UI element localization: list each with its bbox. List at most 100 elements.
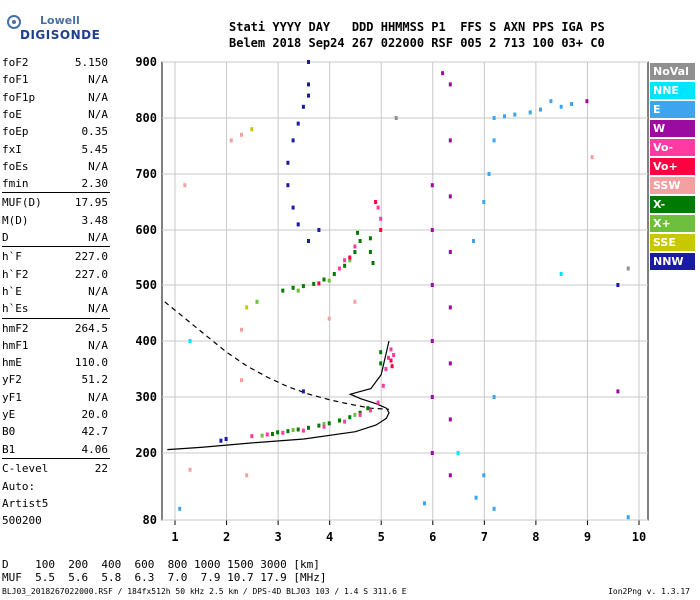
legend-item: W bbox=[650, 120, 695, 137]
param-value: N/A bbox=[88, 390, 108, 404]
echo-point bbox=[332, 272, 336, 276]
param-row: foEp 0.35 bbox=[2, 125, 108, 139]
echo-point bbox=[240, 327, 243, 332]
plot-frame bbox=[161, 61, 649, 521]
digisonde-logo: Lowell DIGISONDE bbox=[4, 8, 124, 48]
echo-point bbox=[430, 283, 434, 287]
legend: NoVal NNE E W Vo- Vo+ SSW X- X+ SSE NNW bbox=[650, 63, 695, 272]
echo-point bbox=[448, 194, 452, 199]
param-value: 42.7 bbox=[81, 425, 109, 439]
echo-point bbox=[430, 451, 434, 455]
echo-point bbox=[384, 367, 388, 371]
echo-point bbox=[307, 93, 310, 98]
x-tick-label: 3 bbox=[274, 530, 281, 544]
echo-point bbox=[374, 200, 378, 204]
echo-point bbox=[585, 99, 589, 104]
echo-point bbox=[338, 418, 341, 423]
legend-item: NNE bbox=[650, 82, 695, 99]
y-tick-label: 900 bbox=[135, 55, 157, 69]
echo-point bbox=[590, 155, 594, 160]
y-tick-label: 800 bbox=[135, 111, 157, 125]
auto-code: 500200 bbox=[2, 514, 42, 527]
echo-point bbox=[301, 284, 305, 289]
echo-point bbox=[343, 263, 347, 268]
param-row: M(D) 3.48 bbox=[2, 214, 108, 228]
echo-point bbox=[281, 430, 285, 435]
echo-point bbox=[301, 428, 305, 433]
echo-point bbox=[503, 114, 506, 119]
echo-point bbox=[276, 430, 280, 435]
param-label: h`F2 bbox=[2, 267, 29, 281]
param-separator bbox=[2, 246, 110, 248]
param-label: foEp bbox=[2, 125, 29, 139]
echo-point bbox=[322, 424, 326, 429]
echo-point bbox=[379, 361, 383, 366]
param-label: B1 bbox=[2, 442, 16, 456]
legend-item: X- bbox=[650, 196, 695, 213]
legend-item: Vo+ bbox=[650, 158, 695, 175]
echo-point bbox=[327, 278, 331, 283]
echo-point bbox=[358, 410, 362, 415]
param-value: 20.0 bbox=[81, 408, 109, 421]
echo-point bbox=[448, 82, 452, 87]
echo-point bbox=[296, 427, 300, 432]
echo-point bbox=[296, 288, 300, 293]
echo-point bbox=[260, 433, 264, 438]
param-row: foF1 N/A bbox=[2, 73, 108, 87]
param-row: fxI 5.45 bbox=[2, 143, 108, 157]
muf-value-row: MUF 5.5 5.6 5.8 6.3 7.0 7.9 10.7 17.9 [M… bbox=[2, 571, 327, 584]
echo-point bbox=[390, 364, 394, 369]
echo-point bbox=[448, 417, 452, 422]
param-value: N/A bbox=[88, 302, 108, 316]
echo-point bbox=[358, 412, 362, 417]
legend-item: X+ bbox=[650, 215, 695, 232]
echo-point bbox=[441, 71, 445, 76]
echo-point bbox=[301, 104, 305, 109]
echo-point bbox=[448, 250, 452, 254]
echo-point bbox=[559, 104, 563, 109]
echo-point bbox=[281, 288, 285, 293]
echo-point bbox=[487, 172, 491, 176]
logo-mark bbox=[7, 15, 21, 29]
x-tick-label: 9 bbox=[584, 530, 591, 544]
param-row: B0 42.7 bbox=[2, 425, 108, 439]
param-row: fmin 2.30 bbox=[2, 177, 108, 191]
x-tick-label: 1 bbox=[171, 530, 178, 544]
echo-point bbox=[353, 299, 357, 304]
param-row: yE 20.0 bbox=[2, 408, 108, 422]
echo-point bbox=[240, 378, 243, 383]
echo-point bbox=[322, 277, 326, 282]
param-label: hmF2 bbox=[2, 321, 29, 335]
y-tick-label: 80 bbox=[143, 513, 157, 527]
echo-point bbox=[229, 138, 233, 143]
param-row: yF2 51.2 bbox=[2, 373, 108, 387]
echo-point bbox=[291, 285, 295, 290]
echo-point bbox=[616, 283, 620, 287]
echo-point bbox=[379, 216, 383, 221]
param-row: h`Es N/A bbox=[2, 302, 108, 316]
echo-point bbox=[482, 473, 486, 478]
x-tick-label: 10 bbox=[632, 530, 646, 544]
echo-point bbox=[376, 400, 380, 405]
echo-point bbox=[528, 110, 532, 115]
x-tick-label: 8 bbox=[532, 530, 539, 544]
param-row: D N/A bbox=[2, 231, 108, 245]
echo-point bbox=[353, 250, 357, 254]
y-tick-label: 600 bbox=[135, 223, 157, 237]
echo-point bbox=[353, 244, 357, 249]
param-label: M(D) bbox=[2, 213, 29, 227]
param-value: N/A bbox=[88, 231, 108, 244]
param-row: h`E N/A bbox=[2, 285, 108, 299]
param-label: fmin bbox=[2, 177, 29, 191]
echo-point bbox=[291, 428, 295, 432]
echo-point bbox=[188, 339, 192, 343]
y-tick-label: 300 bbox=[135, 390, 157, 404]
param-row: MUF(D) 17.95 bbox=[2, 196, 108, 210]
x-tick-label: 6 bbox=[429, 530, 436, 544]
echo-point bbox=[219, 438, 223, 443]
echo-point bbox=[307, 60, 310, 64]
echo-point bbox=[430, 339, 434, 343]
legend-item: NoVal bbox=[650, 63, 695, 80]
param-label: fxI bbox=[2, 142, 22, 156]
echo-point bbox=[482, 200, 486, 204]
